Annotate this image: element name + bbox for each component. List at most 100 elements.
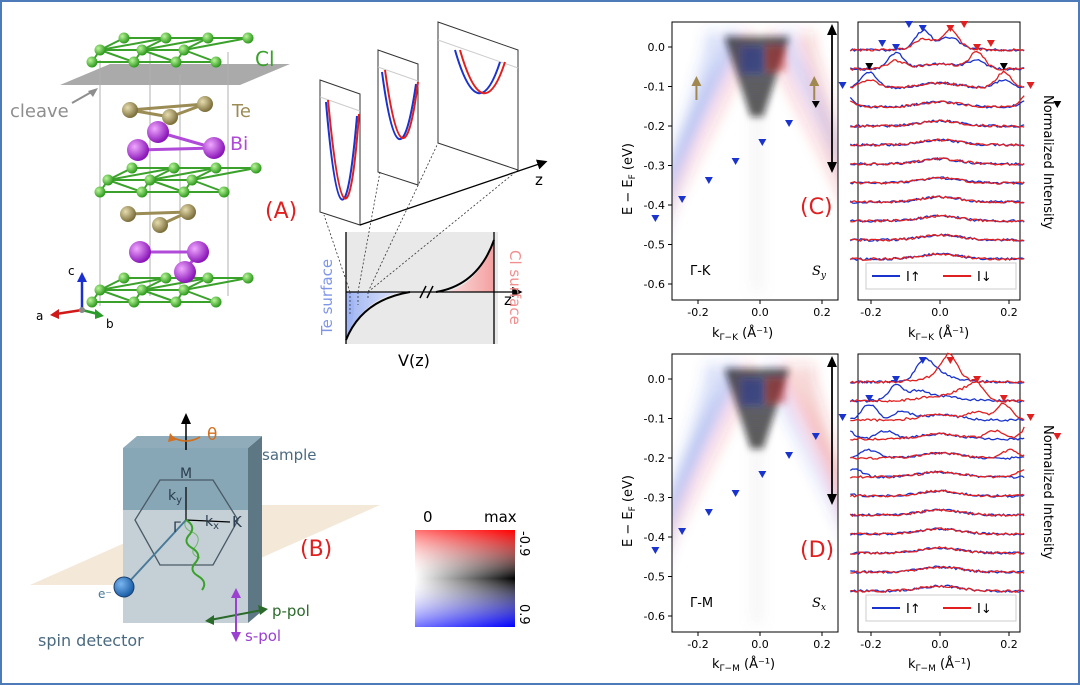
y-tick-label: -0.3	[644, 492, 665, 505]
band-red	[679, 506, 688, 513]
band-red	[635, 264, 643, 270]
edc-marker-up	[758, 471, 767, 478]
band-right	[783, 378, 796, 385]
band-outer-r	[799, 368, 814, 375]
panel-b-label: (B)	[300, 537, 332, 562]
cone-dark	[748, 439, 766, 446]
cl-bond	[141, 49, 177, 63]
band-red	[661, 544, 669, 550]
band-blue	[616, 601, 628, 607]
edc-marker-up	[892, 44, 901, 51]
band-outer	[672, 520, 677, 527]
band-outer	[639, 601, 653, 607]
edc-marker-down	[1053, 433, 1062, 440]
band-outer	[681, 126, 696, 133]
potential-plot	[323, 142, 523, 344]
cone-dark	[725, 36, 789, 43]
band-blue	[704, 421, 717, 428]
cl-atom	[128, 296, 140, 308]
band-red	[688, 487, 697, 494]
band-outer	[674, 482, 689, 489]
band-outer	[701, 60, 716, 67]
band-blue	[658, 516, 670, 522]
band-right	[794, 402, 807, 409]
edc-curve-down	[850, 176, 1025, 185]
cone-dark	[740, 415, 773, 422]
band-blue	[611, 279, 623, 285]
band-red-r	[799, 439, 808, 446]
band-outer-r	[837, 501, 838, 508]
band-red	[714, 103, 723, 110]
band-blue	[618, 264, 630, 270]
cl-atom	[136, 284, 148, 296]
edc-curve-down	[850, 584, 1025, 593]
cone-red	[766, 47, 787, 71]
band-outer-r	[803, 55, 818, 62]
band-right	[787, 387, 800, 394]
y-tick-label: -0.5	[644, 239, 665, 252]
edc-curve-down	[850, 195, 1025, 204]
band-outer	[643, 587, 657, 593]
y-tick-label: -0.4	[644, 531, 665, 544]
band-outer	[630, 630, 644, 636]
band-red-r	[790, 421, 799, 428]
edc-marker-up	[811, 433, 820, 440]
band-red	[622, 293, 630, 299]
band-outer-r	[801, 383, 816, 390]
cl-atom	[94, 284, 106, 296]
band-blue	[630, 573, 642, 579]
band-red	[723, 84, 732, 91]
arpes-image-c	[611, 22, 838, 300]
band-right	[781, 32, 794, 39]
band-blue	[658, 184, 670, 190]
band-red-r	[804, 117, 813, 124]
band-red	[709, 444, 718, 451]
edc-curve-down	[849, 352, 1025, 384]
band-outer-r	[817, 435, 832, 442]
cone-dark	[739, 411, 775, 418]
cl-atom	[210, 296, 222, 308]
band-outer	[631, 625, 645, 631]
axis-b-label: b	[106, 317, 114, 331]
cl-bond	[191, 167, 257, 181]
band-blue	[618, 596, 630, 602]
band-blue	[726, 32, 739, 39]
cone-dark	[737, 71, 777, 78]
band-right	[787, 55, 800, 62]
band-blue	[602, 630, 614, 636]
band-outer	[672, 179, 680, 186]
band-blue	[660, 511, 672, 517]
band-red	[705, 454, 714, 461]
band-outer	[692, 421, 707, 428]
band-red-r	[788, 84, 797, 91]
band-outer-r	[803, 387, 818, 394]
band-outer	[681, 458, 696, 465]
band-red	[631, 274, 639, 280]
band-outer-r	[807, 70, 822, 77]
band-outer	[672, 515, 679, 522]
band-outer	[700, 65, 715, 72]
cone-dark	[743, 91, 771, 98]
edc-marker-up	[904, 21, 913, 28]
cl-bond	[141, 289, 177, 303]
cl-atom	[94, 186, 106, 198]
p-pol-label: p-pol	[272, 602, 310, 620]
cone-dark	[737, 403, 777, 410]
edc-marker-down	[973, 44, 982, 51]
band-right	[781, 373, 794, 380]
band-red	[633, 269, 641, 275]
x-tick-label: 0.2	[813, 638, 831, 651]
edc-marker-up	[892, 376, 901, 383]
arpes-sharp-layer	[725, 368, 789, 450]
edc-x-tick-label: 0.0	[931, 638, 949, 651]
band-red-r	[783, 406, 792, 413]
band-outer	[705, 378, 720, 385]
band-red	[728, 406, 737, 413]
band-outer-r	[799, 373, 814, 380]
band-blue	[611, 611, 623, 617]
band-outer	[685, 112, 700, 119]
band-outer	[697, 74, 712, 81]
cleave-arrow-head	[88, 88, 98, 97]
cl-bond	[183, 37, 249, 51]
band-blue	[717, 60, 730, 67]
